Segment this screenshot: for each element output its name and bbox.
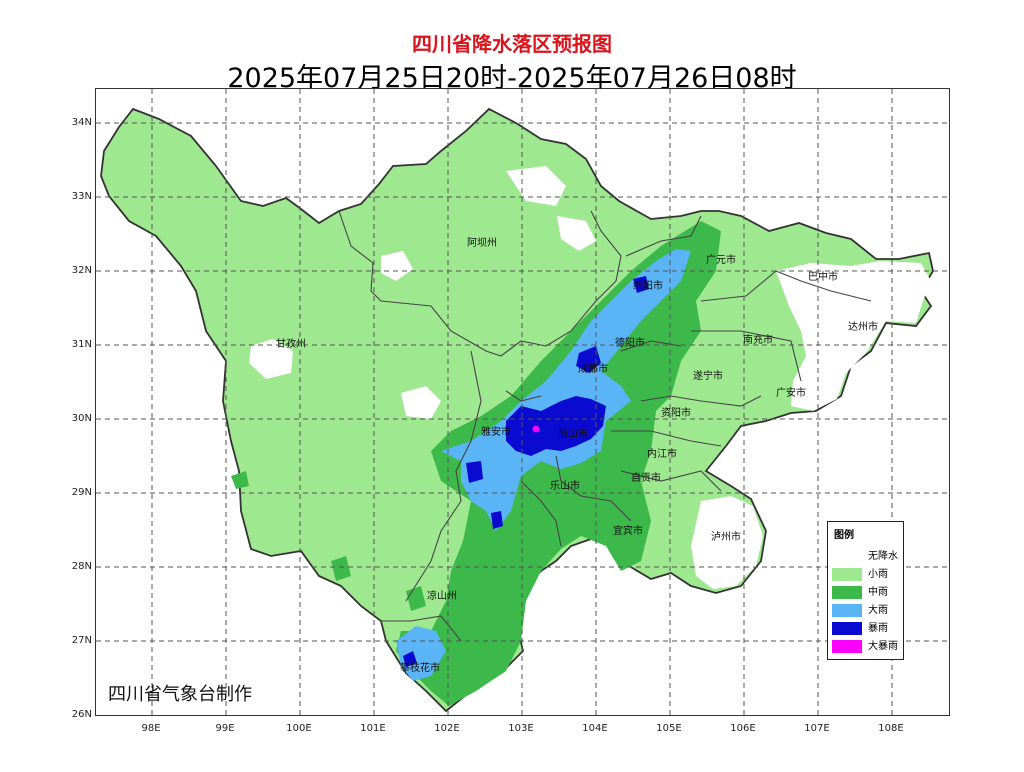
rainstorm-area <box>466 461 483 483</box>
heavy-rain-area <box>441 249 691 531</box>
city-label: 成都市 <box>578 364 608 375</box>
prefecture-boundaries <box>338 210 872 642</box>
legend-label: 大暴雨 <box>868 641 898 652</box>
city-label: 广元市 <box>706 255 736 266</box>
city-label: 攀枝花市 <box>400 663 440 674</box>
legend-label: 无降水 <box>868 551 898 562</box>
legend-swatch <box>832 568 862 581</box>
legend-label: 小雨 <box>868 569 888 580</box>
rainstorm-area <box>491 511 503 529</box>
city-label: 雅安市 <box>481 427 511 438</box>
city-label: 甘孜州 <box>276 339 306 350</box>
legend-label: 暴雨 <box>868 623 888 634</box>
city-label: 达州市 <box>848 322 878 333</box>
heavy-rain-area <box>396 626 446 681</box>
extreme-rainstorm-area <box>532 425 540 433</box>
city-label: 绵阳市 <box>633 281 663 292</box>
no-rain-area <box>381 251 413 281</box>
map-area <box>95 88 950 716</box>
lat-label: 29N <box>71 487 92 498</box>
lon-label: 106E <box>730 723 756 734</box>
no-rain-area <box>557 216 596 251</box>
city-label: 乐山市 <box>550 481 580 492</box>
legend-swatch <box>832 550 862 563</box>
lon-label: 99E <box>215 723 235 734</box>
legend-swatch <box>832 604 862 617</box>
rainstorm-area <box>403 651 417 667</box>
precipitation-map <box>96 89 949 715</box>
lon-label: 102E <box>434 723 460 734</box>
graticule <box>96 89 949 715</box>
city-label: 内江市 <box>647 449 677 460</box>
city-label: 广安市 <box>776 388 806 399</box>
rainstorm-area <box>633 276 649 293</box>
legend-item: 暴雨 <box>832 622 902 636</box>
city-label: 凉山州 <box>427 591 457 602</box>
city-label: 自贡市 <box>631 473 661 484</box>
lat-label: 33N <box>71 191 92 202</box>
lat-label: 34N <box>71 117 92 128</box>
lat-label: 31N <box>71 339 92 350</box>
lat-label: 28N <box>71 561 92 572</box>
legend-swatch <box>832 640 862 653</box>
moderate-rain-area <box>231 471 249 489</box>
lon-label: 100E <box>286 723 312 734</box>
no-rain-area <box>691 496 763 589</box>
lon-label: 104E <box>582 723 608 734</box>
legend-swatch <box>832 586 862 599</box>
map-title: 四川省降水落区预报图 <box>412 32 612 56</box>
city-label: 泸州市 <box>711 532 741 543</box>
lon-label: 108E <box>878 723 904 734</box>
legend-item: 小雨 <box>832 568 902 582</box>
moderate-rain-area <box>331 556 351 581</box>
city-label: 资阳市 <box>661 408 691 419</box>
city-label: 遂宁市 <box>693 371 723 382</box>
city-label: 眉山市 <box>558 429 588 440</box>
legend-swatch <box>832 622 862 635</box>
legend-item: 大暴雨 <box>832 640 902 654</box>
legend-item: 大雨 <box>832 604 902 618</box>
issuer-credit: 四川省气象台制作 <box>108 684 252 705</box>
lon-label: 105E <box>656 723 682 734</box>
city-label: 阿坝州 <box>467 238 497 249</box>
legend-item: 中雨 <box>832 586 902 600</box>
map-legend: 图例 无降水 小雨 中雨 大雨 暴雨 大暴雨 <box>827 521 904 660</box>
lon-label: 103E <box>508 723 534 734</box>
no-rain-area <box>249 339 293 379</box>
legend-label: 大雨 <box>868 605 888 616</box>
lon-label: 107E <box>804 723 830 734</box>
city-label: 德阳市 <box>615 338 645 349</box>
city-label: 宜宾市 <box>613 526 643 537</box>
lat-label: 30N <box>71 413 92 424</box>
lat-label: 32N <box>71 265 92 276</box>
no-rain-area <box>401 386 441 419</box>
no-rain-area <box>506 166 566 206</box>
legend-label: 中雨 <box>868 587 888 598</box>
legend-item: 无降水 <box>832 550 902 564</box>
lon-label: 101E <box>360 723 386 734</box>
city-label: 巴中市 <box>808 272 838 283</box>
legend-title: 图例 <box>834 530 854 541</box>
rainstorm-area <box>576 346 601 373</box>
lon-label: 98E <box>141 723 161 734</box>
city-label: 南充市 <box>743 335 773 346</box>
rainstorm-area <box>506 396 606 456</box>
lat-label: 26N <box>71 709 92 720</box>
lat-label: 27N <box>71 635 92 646</box>
